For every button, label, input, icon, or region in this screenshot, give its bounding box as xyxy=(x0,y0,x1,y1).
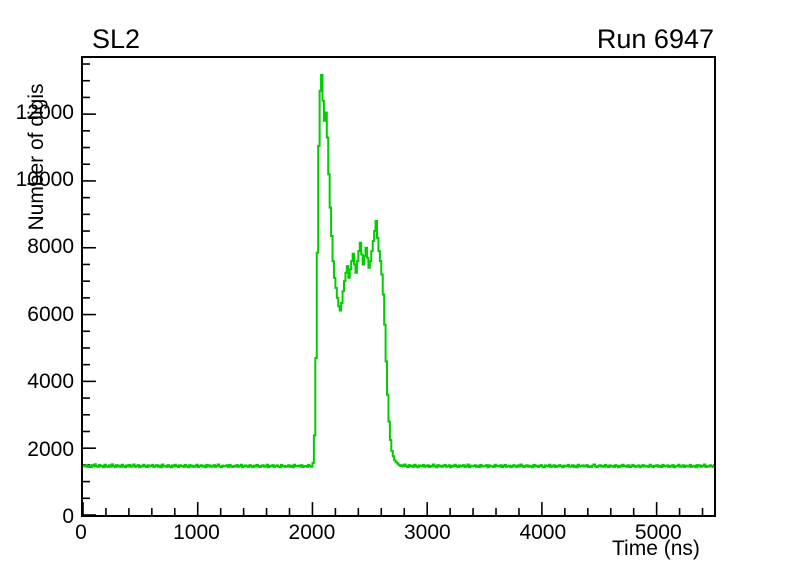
plot-title-right: Run 6947 xyxy=(596,24,714,54)
y-tick-label: 2000 xyxy=(27,437,74,461)
axis-ticks xyxy=(83,63,704,515)
x-tick-label: 5000 xyxy=(634,521,682,544)
x-tick-label: 1000 xyxy=(173,521,220,544)
y-tick-label: 4000 xyxy=(27,370,74,394)
y-tick-label: 8000 xyxy=(27,235,74,259)
y-tick-label: 0 xyxy=(62,505,74,528)
x-tick-label: 4000 xyxy=(519,521,567,544)
y-tick-label: 10000 xyxy=(15,168,74,191)
x-tick-label: 3000 xyxy=(404,521,451,544)
histogram-plot xyxy=(83,63,714,515)
y-tick-label: 6000 xyxy=(27,302,74,326)
x-tick-label: 0 xyxy=(75,521,87,544)
x-tick-label: 2000 xyxy=(288,521,336,544)
plot-title-left: SL2 xyxy=(92,24,141,54)
y-tick-label: 12000 xyxy=(15,100,74,124)
digis-time-series xyxy=(83,74,714,469)
plot-frame xyxy=(81,56,716,517)
y-axis-title: Number of digis xyxy=(25,83,48,231)
x-axis-title: Time (ns) xyxy=(612,537,700,560)
